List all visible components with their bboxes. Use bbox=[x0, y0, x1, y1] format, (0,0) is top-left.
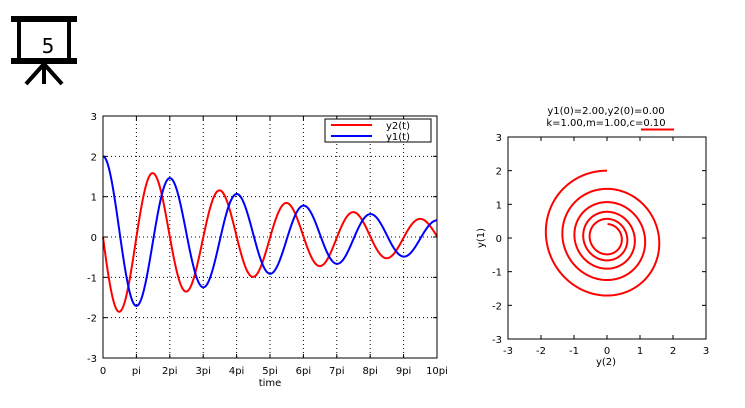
x-tick-label: 5pi bbox=[262, 366, 278, 377]
y-tick-label: 2 bbox=[91, 152, 97, 163]
x-tick-label: 3pi bbox=[195, 366, 211, 377]
legend-label-y1: y1(t) bbox=[386, 132, 410, 143]
x-tick-label: 2pi bbox=[162, 366, 178, 377]
y-tick-label: 1 bbox=[91, 193, 97, 204]
series-line-y2 bbox=[102, 172, 438, 313]
x-tick-label: 9pi bbox=[396, 366, 412, 377]
legend: y2(t) y1(t) bbox=[324, 118, 432, 143]
y-tick-label: -2 bbox=[87, 314, 97, 325]
slide-number: 5 bbox=[41, 34, 55, 58]
presentation-board-icon: 5 bbox=[8, 14, 80, 86]
y-tick-label: 3 bbox=[91, 112, 97, 123]
x-tick-label: 7pi bbox=[329, 366, 345, 377]
y-tick-label: -1 bbox=[87, 273, 97, 284]
x-tick-label: 6pi bbox=[296, 366, 312, 377]
legend-box bbox=[324, 118, 432, 143]
y-tick-label: -3 bbox=[87, 354, 97, 365]
x-tick-label: 0 bbox=[100, 366, 106, 377]
x-axis-label: time bbox=[259, 378, 282, 389]
x-tick-label: 10pi bbox=[426, 366, 448, 377]
x-tick-label: pi bbox=[132, 366, 141, 377]
y-tick-label: 0 bbox=[91, 233, 97, 244]
legend-label-y2: y2(t) bbox=[386, 121, 410, 132]
x-tick-label: 8pi bbox=[362, 366, 378, 377]
series-line-y1 bbox=[102, 155, 438, 307]
x-tick-label: 4pi bbox=[229, 366, 245, 377]
